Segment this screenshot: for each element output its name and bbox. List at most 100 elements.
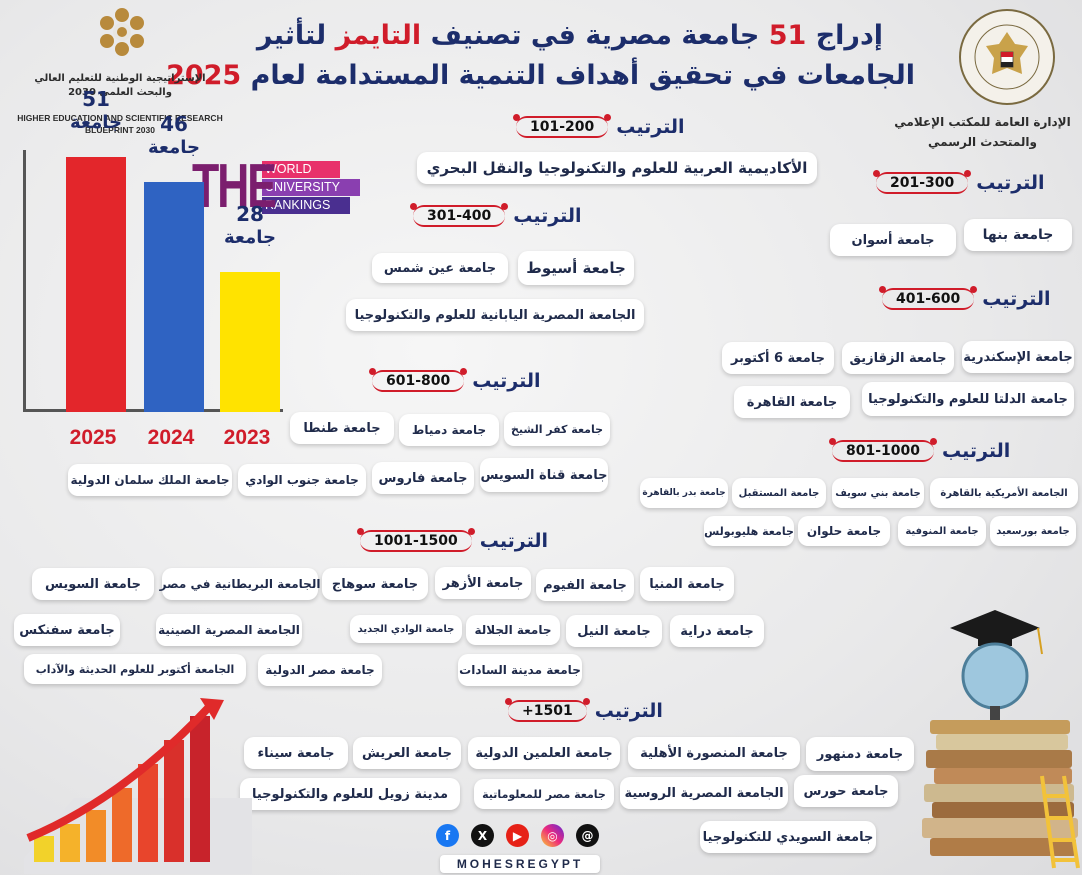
chart-value-number: 46	[160, 112, 188, 136]
rank-label: الترتيب	[479, 530, 548, 552]
university-pill: جامعة القاهرة	[734, 386, 850, 418]
media-office-line1: الإدارة العامة للمكتب الإعلامي	[894, 115, 1071, 129]
the-rankings-logo: THE WORLD UNIVERSITY RANKINGS	[192, 154, 360, 220]
threads-icon[interactable]: @	[576, 824, 599, 847]
rank-header-801-1000: الترتيب 801-1000	[829, 438, 1011, 462]
rank-header-601-800: الترتيب 601-800	[368, 368, 541, 392]
university-pill: جامعة المنيا	[640, 567, 734, 601]
chart-x-tick-label: 2024	[147, 426, 195, 449]
rank-header-1001-1500: الترتيب 1001-1500	[357, 528, 548, 552]
x-icon[interactable]: X	[471, 824, 494, 847]
university-pill: جامعة العلمين الدولية	[468, 737, 620, 769]
youtube-icon[interactable]: ▶	[506, 824, 529, 847]
university-pill: جامعة الأزهر	[435, 567, 531, 599]
university-pill: جامعة الملك سلمان الدولية	[68, 464, 232, 496]
strategy-logo	[96, 6, 148, 58]
university-pill: جامعة حورس	[794, 775, 898, 807]
rank-range: 601-800	[368, 368, 468, 392]
rank-range: +1501	[505, 698, 590, 722]
university-pill: مدينة زويل للعلوم والتكنولوجيا	[240, 778, 460, 810]
the-university: UNIVERSITY	[262, 178, 360, 196]
chart-value-unit: جامعة	[148, 137, 200, 158]
chart-x-tick-label: 2025	[69, 426, 117, 449]
chart-value-number: 51	[82, 87, 110, 111]
decorative-books-illustration	[920, 606, 1080, 874]
title-text-3: لتأثير	[256, 20, 327, 51]
ministry-seal-icon	[959, 9, 1055, 105]
strategy-english: HIGHER EDUCATION AND SCIENTIFIC RESEARCH…	[4, 112, 236, 136]
footer-handle[interactable]: MOHESREGYPT	[440, 855, 600, 873]
university-pill: جامعة هليوبولس	[704, 516, 794, 546]
university-pill: جامعة دمياط	[399, 414, 499, 446]
rank-label: الترتيب	[982, 288, 1051, 310]
university-pill: الجامعة أكتوبر للعلوم الحديثة والآداب	[24, 654, 246, 684]
university-pill: جامعة الزقازيق	[842, 342, 954, 374]
university-pill: الأكاديمية العربية للعلوم والتكنولوجيا و…	[417, 152, 817, 184]
decorative-growth-illustration	[14, 688, 254, 874]
university-pill: جامعة سفنكس	[14, 614, 120, 646]
rank-header-301-400: الترتيب 301-400	[409, 203, 582, 227]
rank-label: الترتيب	[594, 700, 663, 722]
chart-x-tick-label: 2023	[223, 426, 271, 449]
chart-bar-2025	[66, 157, 126, 412]
title-year: 2025	[166, 60, 242, 91]
university-pill: جامعة بدر بالقاهرة	[640, 478, 728, 508]
rank-label: الترتيب	[942, 440, 1011, 462]
strategy-arabic-line2: والبحث العلمي 2030	[68, 87, 172, 98]
university-pill: الجامعة المصرية اليابانية للعلوم والتكنو…	[346, 299, 644, 331]
strategy-arabic-line1: الإستراتيجية الوطنية للتعليم العالي	[34, 73, 206, 84]
university-pill: جامعة 6 أكتوبر	[722, 342, 834, 374]
university-pill: جامعة حلوان	[798, 516, 890, 546]
university-pill: الجامعة البريطانية في مصر	[160, 568, 320, 600]
media-office-line2: والمتحدث الرسمي	[928, 135, 1037, 149]
university-pill: جامعة مصر الدولية	[258, 654, 382, 686]
university-pill: جامعة السويدي للتكنولوجيا	[700, 821, 876, 853]
rank-header-1501-plus: الترتيب +1501	[505, 698, 663, 722]
university-pill: جامعة قناة السويس	[480, 458, 608, 492]
chart-value-label: 28 جامعة	[207, 202, 293, 250]
university-pill: جامعة السويس	[32, 568, 154, 600]
university-pill: جامعة جنوب الوادي	[238, 464, 366, 496]
university-pill: جامعة الدلتا للعلوم والتكنولوجيا	[862, 382, 1074, 416]
rank-range: 301-400	[409, 203, 509, 227]
university-pill: جامعة الإسكندرية	[962, 341, 1074, 373]
university-pill: الجامعة المصرية الروسية	[620, 777, 788, 809]
rank-header-101-200: الترتيب 101-200	[512, 114, 685, 138]
rank-label: الترتيب	[472, 370, 541, 392]
page-title-line2: الجامعات في تحقيق أهداف التنمية المستدام…	[166, 60, 915, 91]
university-pill: جامعة سيناء	[244, 737, 348, 769]
title-count: 51	[768, 20, 807, 51]
the-world: WORLD	[262, 160, 340, 178]
university-pill: الجامعة المصرية الصينية	[156, 614, 302, 646]
chart-value-label: 46 جامعة	[131, 112, 217, 160]
rank-range: 401-600	[878, 286, 978, 310]
rank-label: الترتيب	[616, 116, 685, 138]
university-pill: الجامعة الأمريكية بالقاهرة	[930, 478, 1078, 508]
university-pill: جامعة كفر الشيخ	[504, 412, 610, 446]
university-pill: جامعة أسيوط	[518, 251, 634, 285]
chart-bar-2023	[220, 272, 280, 412]
university-pill: جامعة أسوان	[830, 224, 956, 256]
university-pill: جامعة بنها	[964, 219, 1072, 251]
rank-range: 101-200	[512, 114, 612, 138]
facebook-icon[interactable]: f	[436, 824, 459, 847]
university-pill: جامعة سوهاج	[322, 568, 428, 600]
university-pill: جامعة المستقبل	[732, 478, 826, 508]
strategy-arabic: الإستراتيجية الوطنية للتعليم العالي والب…	[20, 72, 220, 100]
media-office-label: الإدارة العامة للمكتب الإعلامي والمتحدث …	[890, 112, 1075, 152]
strategy-english-line1: HIGHER EDUCATION AND SCIENTIFIC RESEARCH	[17, 113, 223, 123]
university-pill: جامعة مدينة السادات	[458, 654, 582, 686]
university-pill: جامعة العريش	[353, 737, 461, 769]
rank-range: 1001-1500	[357, 528, 475, 552]
strategy-english-line2: BLUEPRINT 2030	[85, 125, 155, 135]
title-text-4: الجامعات في تحقيق أهداف التنمية المستدام…	[250, 60, 915, 91]
flower-emblem-icon	[100, 8, 144, 56]
books-globe-icon	[922, 610, 1080, 869]
rank-header-401-600: الترتيب 401-600	[878, 286, 1051, 310]
the-rankings: RANKINGS	[262, 196, 350, 214]
rank-range: 201-300	[872, 170, 972, 194]
chart-value-label: 51 جامعة	[53, 87, 139, 135]
title-text-2: جامعة مصرية في تصنيف	[430, 20, 760, 51]
instagram-icon[interactable]: ◎	[541, 824, 564, 847]
university-pill: جامعة الفيوم	[536, 569, 634, 601]
